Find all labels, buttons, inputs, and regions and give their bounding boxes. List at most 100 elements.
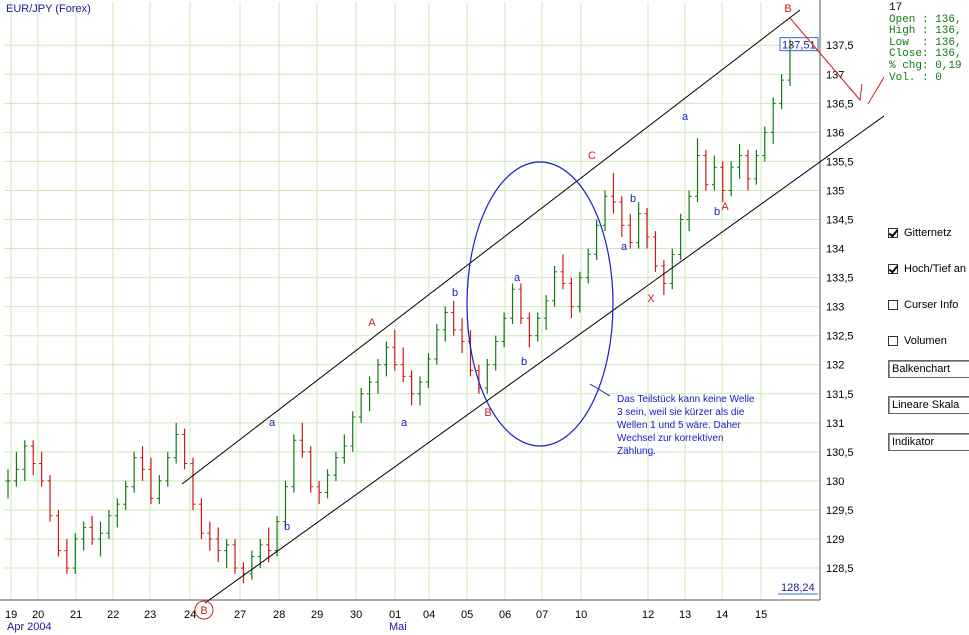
projection-arrow-down [789, 17, 863, 102]
volumen-checkbox[interactable] [888, 336, 898, 346]
info-time: 17 [889, 2, 903, 14]
gitternetz-checkbox[interactable] [888, 228, 898, 238]
low-price-label: 128,24 [781, 582, 815, 594]
circled-wave-marker [194, 600, 214, 620]
axes: 128,5129129,5130130,5131131,5132132,5133… [0, 0, 854, 633]
y-tick-label: 135,5 [826, 156, 854, 168]
annotation-pointer [589, 383, 611, 397]
x-tick-label: 01 [389, 609, 401, 621]
x-tick-label: 06 [499, 609, 511, 621]
channel-upper-line [181, 9, 801, 485]
projection-arrow-up [867, 76, 884, 105]
annotation-text-line: Wechsel zur korrektiven [617, 433, 724, 444]
y-tick-label: 130 [826, 476, 844, 488]
x-tick-label: 05 [461, 609, 473, 621]
annotation-text-line: Das Teilstück kann keine Welle [617, 394, 755, 405]
info-high: High : 136, [889, 25, 962, 38]
x-tick-label: 12 [642, 609, 654, 621]
y-tick-label: 131 [826, 418, 844, 430]
ohlc-info: 17 Open : 136, High : 136, Low : 136, Cl… [889, 2, 962, 84]
x-month-label: Mai [389, 621, 407, 633]
y-tick-label: 132 [826, 360, 844, 372]
y-tick-label: 137,5 [826, 40, 854, 52]
wave-label: b [521, 356, 527, 368]
indicator-select[interactable]: Indikator [888, 433, 969, 451]
y-tick-label: 134 [826, 244, 844, 256]
wave-label: b [284, 521, 290, 533]
info-open: Open : 136, [889, 13, 962, 26]
y-tick-label: 133,5 [826, 273, 854, 285]
wave-label: C [588, 150, 596, 162]
y-tick-label: 133 [826, 302, 844, 314]
wave-label: b [714, 206, 720, 218]
price-chart: 128,5129129,5130130,5131131,5132132,5133… [0, 0, 884, 635]
wave-label: b [452, 287, 458, 299]
price-bars [5, 39, 793, 584]
x-tick-label: 28 [273, 609, 285, 621]
wave-label: a [514, 272, 521, 284]
trend-channel [181, 9, 884, 604]
info-volume: Vol. : 0 [889, 71, 942, 84]
x-tick-label: 27 [234, 609, 246, 621]
y-tick-label: 136,5 [826, 98, 854, 110]
chart-background [0, 0, 884, 635]
wave-label: a [682, 111, 689, 123]
y-tick-label: 130,5 [826, 447, 854, 459]
wave-labels: AabbaBabCabXabABBCDas Teilstück kann kei… [194, 3, 792, 620]
grid [4, 2, 820, 600]
y-tick-label: 129,5 [826, 505, 854, 517]
x-tick-label: 23 [144, 609, 156, 621]
y-tick-label: 137 [826, 69, 844, 81]
side-panel [884, 0, 969, 635]
wave-label: a [401, 417, 408, 429]
scale-select[interactable]: Lineare Skala [888, 396, 969, 414]
gitternetz-label: Gitternetz [904, 227, 952, 239]
x-month-label: Apr 2004 [7, 621, 52, 633]
x-tick-label: 30 [350, 609, 362, 621]
x-tick-label: 10 [575, 609, 587, 621]
wave-ellipse [466, 161, 614, 447]
curser-info-label: Curser Info [904, 299, 959, 311]
curser-info-toggle[interactable]: Curser Info [888, 297, 958, 313]
x-tick-label: 20 [32, 609, 44, 621]
volumen-toggle[interactable]: Volumen [888, 333, 947, 349]
chart-title: EUR/JPY (Forex) [6, 3, 91, 15]
info-change: % chg: 0,19 [889, 59, 962, 72]
x-tick-label: 29 [311, 609, 323, 621]
annotation-text-line: 3 sein, weil sie kürzer als die [617, 407, 745, 418]
x-tick-label: 24 [184, 609, 196, 621]
volumen-label: Volumen [904, 335, 947, 347]
curser-info-checkbox[interactable] [888, 300, 898, 310]
annotation-text-line: Zählung. [617, 446, 656, 457]
wave-label: B [784, 3, 791, 15]
x-tick-label: 13 [679, 609, 691, 621]
channel-lower-line [204, 115, 884, 604]
chart-type-select[interactable]: Balkenchart [888, 360, 969, 378]
annotation-text-line: Wellen 1 und 5 wäre. Daher [617, 420, 741, 431]
y-tick-label: 132,5 [826, 331, 854, 343]
x-tick-label: 21 [70, 609, 82, 621]
wave-label: X [647, 293, 655, 305]
wave-label: B [484, 407, 491, 419]
wave-label: A [721, 201, 729, 213]
info-close: Close: 136, [889, 48, 962, 61]
x-tick-label: 19 [5, 609, 17, 621]
wave-label: A [368, 317, 376, 329]
x-tick-label: 07 [536, 609, 548, 621]
hochtief-toggle[interactable]: Hoch/Tief an [888, 261, 966, 277]
circled-wave-label: B [200, 605, 207, 617]
x-tick-label: 22 [107, 609, 119, 621]
hochtief-checkbox[interactable] [888, 264, 898, 274]
y-tick-label: 135 [826, 185, 844, 197]
gitternetz-toggle[interactable]: Gitternetz [888, 225, 952, 241]
x-tick-label: 04 [423, 609, 435, 621]
y-tick-label: 128,5 [826, 563, 854, 575]
x-tick-label: 14 [716, 609, 728, 621]
y-tick-label: 129 [826, 534, 844, 546]
info-low: Low : 136, [889, 36, 962, 49]
hochtief-label: Hoch/Tief an [904, 263, 966, 275]
y-tick-label: 136 [826, 127, 844, 139]
wave-label: a [621, 241, 628, 253]
x-tick-label: 15 [755, 609, 767, 621]
y-tick-label: 131,5 [826, 389, 854, 401]
